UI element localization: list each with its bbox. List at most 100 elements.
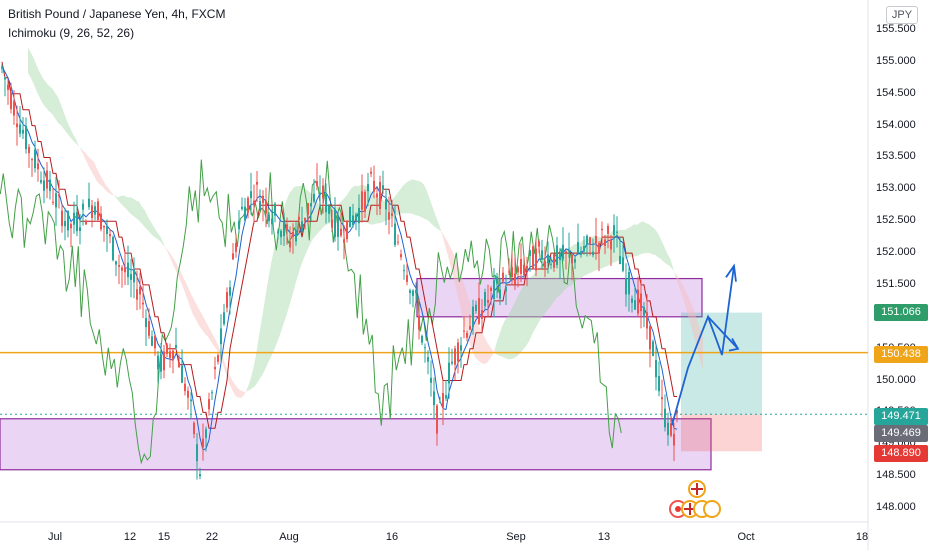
candle-body	[658, 376, 660, 392]
candle-body	[430, 377, 432, 383]
position-loss-area[interactable]	[681, 414, 762, 452]
candle-body	[346, 220, 348, 240]
candle-body	[136, 289, 138, 300]
candle-body	[172, 350, 174, 360]
candle-body	[295, 230, 297, 242]
candle-body	[523, 264, 525, 276]
price-tick-label: 153.000	[876, 182, 916, 195]
price-tick-label: 151.500	[876, 277, 916, 290]
candle-body	[463, 330, 465, 332]
candle-body	[595, 236, 597, 244]
candle-body	[562, 244, 564, 260]
candle-body	[373, 180, 375, 192]
candle-body	[331, 219, 333, 228]
candle-body	[427, 357, 429, 362]
candle-body	[247, 197, 249, 213]
candle-body	[580, 251, 582, 255]
candle-body	[109, 234, 111, 237]
candle-body	[514, 273, 516, 285]
price-tick-label: 148.000	[876, 501, 916, 513]
candle-body	[142, 302, 144, 305]
candle-body	[604, 239, 606, 246]
indicator-legend[interactable]: Ichimoku (9, 26, 52, 26)	[8, 26, 135, 40]
candle-body	[541, 250, 543, 260]
candle-body	[667, 422, 669, 436]
candle-body	[550, 263, 552, 265]
candle-body	[64, 221, 66, 227]
price-tick-label: 150.000	[876, 373, 916, 386]
candle-body	[634, 300, 636, 310]
candle-body	[385, 199, 387, 210]
candle-body	[163, 351, 165, 371]
candle-body	[418, 315, 420, 330]
candle-body	[49, 179, 51, 192]
candle-body	[217, 355, 219, 362]
price-tick-label: 155.000	[876, 54, 916, 67]
candle-body	[52, 201, 54, 203]
price-tick-label: 154.000	[876, 118, 916, 131]
candle-body	[4, 77, 6, 80]
candles-group	[1, 64, 678, 480]
candle-body	[499, 289, 501, 299]
candle-body	[538, 241, 540, 247]
candle-body	[532, 246, 534, 270]
candle-body	[496, 276, 498, 284]
chart-title[interactable]: British Pound / Japanese Yen, 4h, FXCM	[8, 7, 226, 21]
candle-body	[646, 312, 648, 329]
candle-body	[376, 193, 378, 198]
candle-body	[676, 410, 678, 414]
candle-body	[607, 225, 609, 234]
candle-body	[37, 163, 39, 170]
candle-body	[70, 224, 72, 229]
candle-body	[280, 230, 282, 238]
candle-body	[577, 242, 579, 254]
lower-zone[interactable]	[0, 418, 712, 471]
candle-body	[271, 218, 273, 225]
candle-body	[25, 125, 27, 150]
candle-body	[487, 299, 489, 303]
candle-body	[157, 355, 159, 370]
candle-body	[193, 422, 195, 435]
candle-body	[421, 335, 423, 343]
candle-body	[151, 336, 153, 346]
currency-badge[interactable]: JPY	[886, 6, 918, 24]
candle-body	[511, 267, 513, 278]
position-profit-area[interactable]	[681, 312, 762, 415]
candle-body	[598, 242, 600, 254]
candle-body	[67, 210, 69, 231]
candle-body	[133, 269, 135, 283]
candle-body	[61, 210, 63, 226]
candle-body	[316, 181, 318, 186]
candle-body	[400, 254, 402, 258]
candle-body	[118, 264, 120, 267]
candle-body	[319, 192, 321, 196]
candle-body	[31, 159, 33, 161]
candle-body	[130, 274, 132, 280]
candle-body	[304, 217, 306, 222]
candle-body	[586, 236, 588, 245]
candle-body	[583, 246, 585, 252]
candle-body	[466, 332, 468, 338]
candle-body	[214, 366, 216, 370]
candle-body	[340, 228, 342, 236]
candle-body	[469, 326, 471, 330]
candle-body	[364, 191, 366, 212]
price-label-box: 150.438	[874, 346, 928, 363]
candle-body	[82, 203, 84, 210]
candle-body	[637, 289, 639, 314]
candle-body	[568, 250, 570, 252]
candle-body	[100, 213, 102, 230]
candle-body	[337, 216, 339, 237]
candle-body	[208, 399, 210, 410]
price-tick-label: 148.500	[876, 469, 916, 482]
event-icon[interactable]	[703, 500, 721, 518]
candle-body	[13, 100, 15, 116]
candle-body	[439, 401, 441, 403]
candle-body	[394, 223, 396, 245]
candle-body	[256, 181, 258, 185]
economic-events[interactable]	[669, 480, 721, 518]
price-label-box: 148.890	[874, 445, 928, 462]
candle-body	[277, 231, 279, 234]
